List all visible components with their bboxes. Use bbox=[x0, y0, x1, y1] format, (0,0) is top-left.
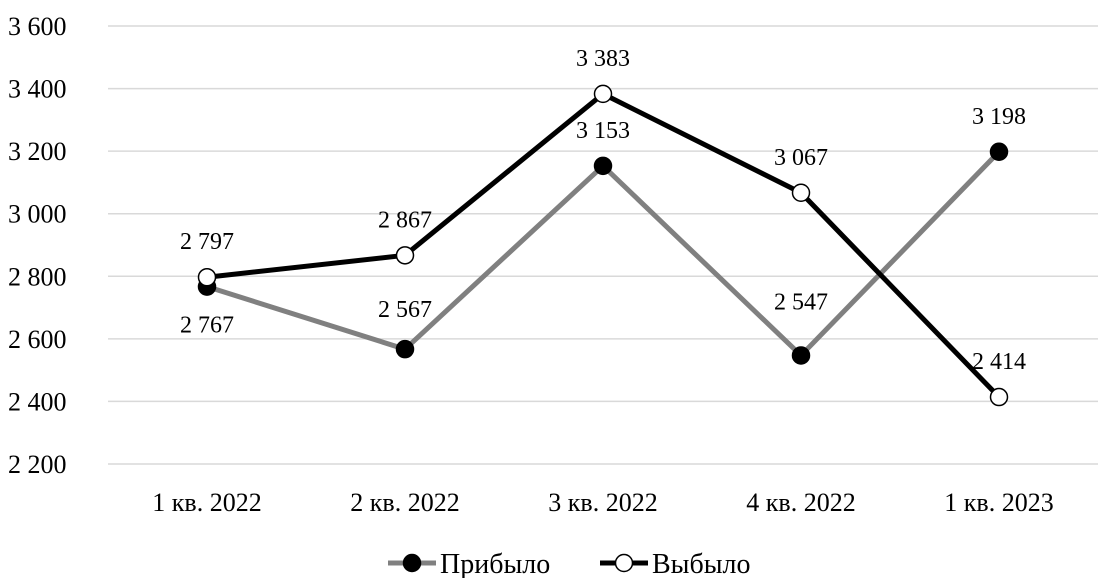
legend: Прибыло Выбыло bbox=[388, 549, 751, 578]
x-tick-label: 1 кв. 2022 bbox=[152, 488, 261, 517]
y-tick-label: 3 200 bbox=[8, 137, 67, 166]
data-label: 2 547 bbox=[774, 289, 828, 315]
data-point bbox=[593, 84, 613, 104]
data-label: 2 414 bbox=[972, 349, 1026, 375]
legend-label: Прибыло bbox=[440, 549, 550, 578]
series-line-0 bbox=[206, 150, 1001, 358]
data-label: 2 867 bbox=[378, 207, 432, 233]
series-markers bbox=[197, 84, 1009, 407]
x-tick-label: 1 кв. 2023 bbox=[944, 488, 1053, 517]
y-tick-label: 3 000 bbox=[8, 200, 67, 229]
y-axis: 2 200 2 400 2 600 2 800 3 000 3 200 3 400 3 600 bbox=[8, 12, 67, 479]
y-tick-label: 2 800 bbox=[8, 262, 67, 291]
data-point bbox=[395, 339, 415, 359]
data-label: 2 797 bbox=[180, 229, 234, 255]
gridlines bbox=[108, 25, 1098, 465]
x-tick-label: 3 кв. 2022 bbox=[548, 488, 657, 517]
data-point bbox=[791, 346, 811, 365]
data-point bbox=[593, 156, 613, 176]
y-tick-label: 2 200 bbox=[8, 450, 67, 479]
data-label: 2 767 bbox=[180, 313, 234, 339]
data-label: 3 067 bbox=[774, 145, 828, 171]
x-axis: 1 кв. 2022 2 кв. 2022 3 кв. 2022 4 кв. 2022… bbox=[152, 488, 1053, 517]
data-point bbox=[989, 142, 1009, 162]
data-label: 3 153 bbox=[576, 118, 630, 144]
legend-marker bbox=[614, 553, 634, 573]
data-labels: 2 767 2 567 3 153 2 547 3 198 2 797 2 867 3 383… bbox=[180, 46, 1026, 375]
data-label: 3 383 bbox=[576, 46, 630, 72]
y-tick-label: 3 400 bbox=[8, 75, 67, 104]
data-point bbox=[197, 267, 217, 287]
legend-label: Выбыло bbox=[652, 549, 751, 578]
x-tick-label: 4 кв. 2022 bbox=[746, 488, 855, 517]
data-point bbox=[791, 183, 811, 203]
legend-marker bbox=[402, 553, 422, 573]
x-tick-label: 2 кв. 2022 bbox=[350, 488, 459, 517]
data-point bbox=[395, 246, 415, 265]
y-tick-label: 2 400 bbox=[8, 387, 67, 416]
data-label: 3 198 bbox=[972, 104, 1026, 130]
data-label: 2 567 bbox=[378, 297, 432, 323]
y-tick-label: 3 600 bbox=[8, 12, 67, 41]
y-tick-label: 2 600 bbox=[8, 325, 67, 354]
data-point bbox=[989, 387, 1009, 407]
